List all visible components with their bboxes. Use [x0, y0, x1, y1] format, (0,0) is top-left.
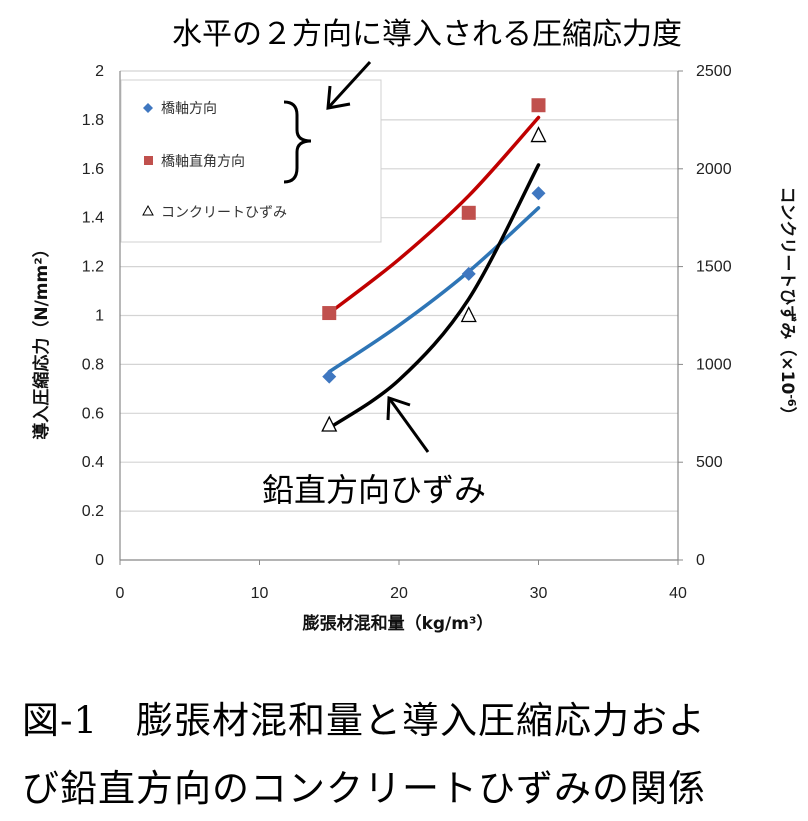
y-right-tick-label: 2000 — [696, 161, 732, 178]
figure-caption-line-2: び鉛直方向のコンクリートひずみの関係 — [22, 767, 706, 810]
x-axis-label: 膨張材混和量（kg/m³） — [303, 613, 494, 634]
x-axis-ticks: 0 10 20 30 40 — [116, 560, 687, 602]
trendline-2 — [327, 163, 541, 430]
right-axis-ticks: 0 500 1000 1500 2000 2500 — [678, 63, 732, 569]
point-series-2 — [530, 126, 547, 143]
legend-marker-square — [144, 156, 153, 165]
y-left-tick-label: 0 — [95, 552, 104, 569]
annotation-vertical-strain: 鉛直方向ひずみ — [262, 471, 486, 509]
y-right-axis-label: コンクリートひずみ（×10-6） — [777, 186, 799, 423]
y-left-tick-label: 1.2 — [82, 259, 104, 276]
point-series-1 — [322, 306, 337, 321]
point-series-2 — [321, 415, 338, 432]
trendlines — [327, 115, 541, 430]
point-series-0 — [531, 186, 546, 201]
arrow-icon — [386, 395, 430, 453]
trendline-1 — [327, 115, 541, 315]
x-tick-label: 10 — [251, 585, 269, 602]
y-right-tick-label: 1500 — [696, 259, 732, 276]
x-tick-label: 40 — [669, 585, 687, 602]
y-left-axis-label: 導入圧縮応力（N/mm²） — [31, 240, 52, 439]
legend-label-bridge-axis: 橋軸方向 — [161, 101, 217, 117]
point-series-0 — [322, 369, 337, 384]
legend-marker-triangle — [142, 204, 154, 216]
legend-label-bridge-perpendicular: 橋軸直角方向 — [161, 153, 245, 170]
y-left-tick-label: 1.4 — [82, 210, 104, 227]
figure-caption-line-1: 図-1 膨張材混和量と導入圧縮応力およ — [22, 699, 707, 742]
brace-icon — [283, 100, 312, 184]
point-series-2 — [460, 306, 477, 323]
y-left-tick-label: 2 — [95, 63, 104, 80]
y-right-tick-label: 2500 — [696, 63, 732, 80]
trendline-0 — [327, 206, 541, 374]
x-tick-label: 0 — [116, 585, 125, 602]
y-right-tick-label: 0 — [696, 552, 705, 569]
annotation-horizontal-stress: 水平の２方向に導入される圧縮応力度 — [172, 17, 682, 52]
x-tick-label: 30 — [530, 585, 548, 602]
point-series-0 — [461, 266, 476, 281]
point-series-1 — [461, 205, 476, 220]
legend-marker-diamond — [143, 103, 153, 113]
y-left-tick-label: 0.2 — [82, 503, 104, 520]
data-markers — [321, 98, 547, 432]
left-axis-ticks: 0 0.2 0.4 0.6 0.8 1 1.2 1.4 1.6 1.8 2 — [82, 63, 104, 569]
y-left-tick-label: 1.8 — [82, 112, 104, 129]
y-left-tick-label: 1 — [95, 308, 104, 325]
y-left-tick-label: 0.8 — [82, 356, 104, 373]
y-left-tick-label: 0.6 — [82, 405, 104, 422]
y-left-tick-label: 1.6 — [82, 161, 104, 178]
point-series-1 — [531, 98, 546, 113]
y-right-tick-label: 1000 — [696, 356, 732, 373]
arrow-icon — [326, 60, 372, 110]
y-left-tick-label: 0.4 — [82, 454, 104, 471]
y-right-tick-label: 500 — [696, 454, 723, 471]
legend-label-concrete-strain: コンクリートひずみ — [161, 205, 287, 221]
x-tick-label: 20 — [390, 585, 408, 602]
